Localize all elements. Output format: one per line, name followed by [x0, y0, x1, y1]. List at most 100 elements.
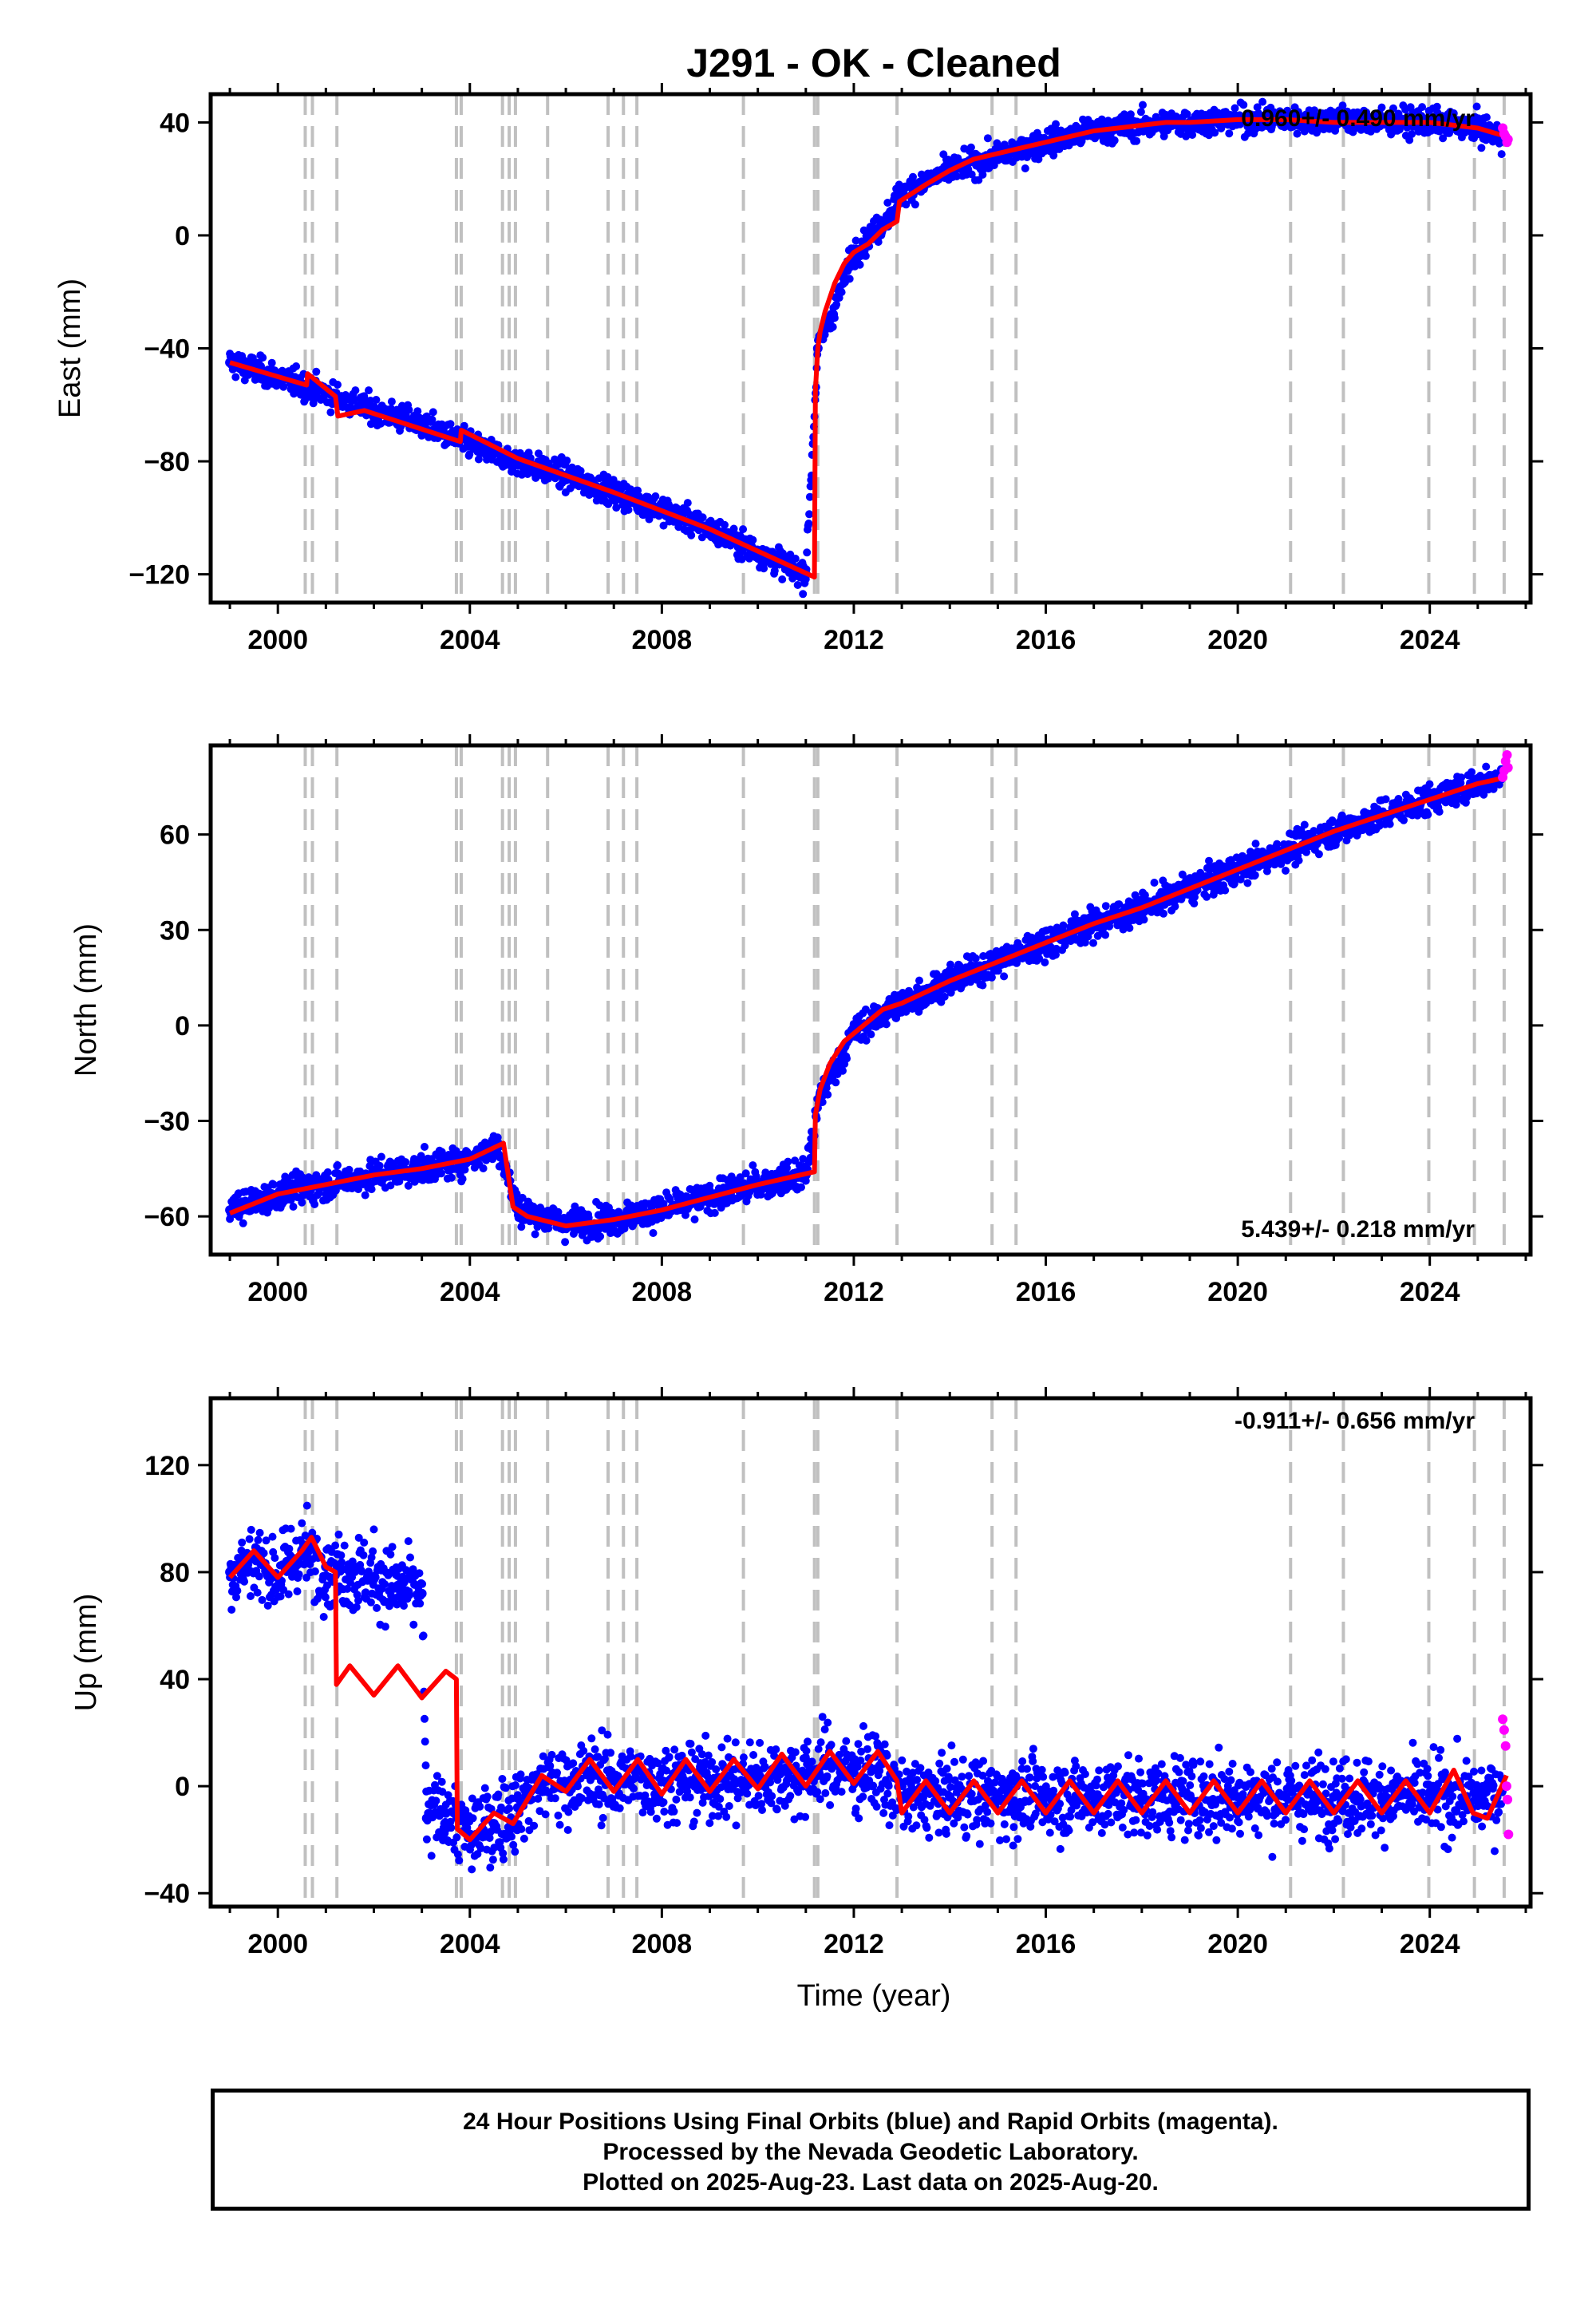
final-orbit-point — [883, 199, 892, 207]
final-orbit-point — [1125, 923, 1134, 932]
y-tick-label: 0 — [175, 221, 190, 251]
final-orbit-point — [354, 1596, 362, 1605]
final-orbit-point — [828, 322, 837, 331]
final-orbit-point — [563, 456, 571, 465]
final-orbit-point — [911, 200, 919, 209]
final-orbit-point — [1049, 151, 1058, 160]
final-orbit-point — [1389, 104, 1397, 113]
final-orbit-point — [276, 1592, 285, 1601]
final-orbit-point — [749, 536, 757, 544]
final-orbit-point — [627, 1201, 636, 1210]
final-orbit-point — [940, 992, 949, 1001]
final-orbit-point — [752, 1172, 760, 1181]
final-orbit-point — [1258, 97, 1267, 106]
chart-title: J291 - OK - Cleaned — [686, 41, 1061, 85]
final-orbit-point — [366, 1598, 375, 1607]
plot-area — [225, 745, 1513, 1255]
final-orbit-point — [367, 1185, 376, 1194]
y-tick-label: 40 — [160, 108, 190, 138]
final-orbit-point — [1441, 798, 1450, 807]
final-orbit-point — [437, 1169, 445, 1178]
final-orbit-point — [354, 1533, 363, 1542]
final-orbit-point — [915, 976, 923, 985]
final-orbit-point — [1435, 808, 1444, 816]
final-orbit-point — [289, 1203, 298, 1211]
final-orbit-point — [358, 1567, 366, 1576]
x-tick-label: 2004 — [440, 625, 500, 655]
final-orbit-point — [375, 1161, 384, 1170]
final-orbit-point — [1310, 106, 1319, 115]
final-orbit-point — [238, 1538, 247, 1547]
final-orbit-point — [361, 1191, 369, 1199]
final-orbit-point — [1385, 820, 1394, 828]
plot-area — [225, 1398, 1514, 1907]
final-orbit-point — [253, 1588, 262, 1597]
rate-label: 5.439+/- 0.218 mm/yr — [1241, 1216, 1475, 1243]
final-orbit-point — [1021, 164, 1029, 172]
final-orbit-point — [1293, 129, 1302, 138]
final-orbit-point — [465, 450, 474, 459]
rapid-orbit-point — [1502, 750, 1512, 760]
final-orbit-point — [460, 421, 468, 430]
final-orbit-point — [359, 1551, 368, 1559]
y-tick-label: 0 — [175, 1011, 190, 1041]
final-orbit-point — [1080, 939, 1089, 947]
final-orbit-point — [839, 1066, 847, 1075]
x-tick-label: 2016 — [1016, 1277, 1077, 1307]
final-orbit-point — [867, 1030, 875, 1039]
final-orbit-point — [1400, 816, 1408, 824]
final-orbit-point — [822, 1084, 831, 1093]
final-orbit-point — [262, 1536, 271, 1545]
final-orbit-point — [1468, 768, 1476, 777]
y-tick-label: −80 — [144, 447, 190, 477]
final-orbit-point — [279, 382, 288, 391]
final-orbit-point — [446, 420, 455, 429]
final-orbit-point — [239, 1219, 247, 1227]
final-orbit-point — [1413, 811, 1422, 820]
final-orbit-point — [1159, 909, 1167, 918]
final-orbit-point — [561, 1238, 570, 1247]
final-orbit-point — [360, 1538, 369, 1547]
final-orbit-point — [405, 405, 413, 414]
final-orbit-point — [843, 1054, 851, 1063]
final-orbit-point — [803, 548, 812, 557]
plot-area — [225, 94, 1513, 603]
final-orbit-point — [1041, 958, 1049, 966]
model-line — [228, 774, 1507, 1229]
final-orbit-point — [447, 1173, 456, 1182]
final-orbit-point — [634, 486, 642, 495]
final-orbit-point — [479, 1164, 488, 1172]
final-orbit-point — [1201, 872, 1210, 880]
final-orbit-point — [1300, 820, 1309, 829]
final-orbit-point — [474, 455, 483, 464]
plot-frame — [208, 743, 1533, 1257]
final-orbit-point — [784, 1157, 792, 1166]
final-orbit-point — [259, 354, 267, 362]
final-orbit-point — [1205, 856, 1213, 865]
final-orbit-point — [783, 1164, 791, 1172]
final-orbit-point — [1381, 795, 1390, 804]
final-orbit-point — [737, 555, 746, 563]
final-orbit-point — [1477, 144, 1486, 152]
final-orbit-point — [739, 525, 748, 534]
final-orbit-point — [331, 1541, 340, 1550]
final-orbit-point — [909, 172, 917, 181]
x-tick-label: 2020 — [1207, 625, 1268, 655]
final-orbit-point — [1110, 136, 1119, 144]
x-tick-label: 2004 — [440, 1277, 500, 1307]
model-line — [229, 117, 1507, 580]
final-orbit-point — [736, 1173, 745, 1182]
final-orbit-point — [1126, 110, 1135, 119]
rapid-orbit-point — [1503, 762, 1513, 773]
final-orbit-point — [1329, 818, 1337, 827]
final-orbit-point — [268, 1532, 277, 1541]
final-orbit-point — [698, 513, 707, 522]
final-orbit-point — [232, 1593, 240, 1602]
rapid-orbit-points — [1498, 750, 1513, 782]
final-orbit-point — [1338, 101, 1347, 110]
final-orbit-point — [1231, 104, 1239, 113]
final-orbit-point — [247, 1525, 255, 1534]
final-orbit-point — [612, 504, 621, 512]
final-orbit-point — [805, 510, 814, 519]
